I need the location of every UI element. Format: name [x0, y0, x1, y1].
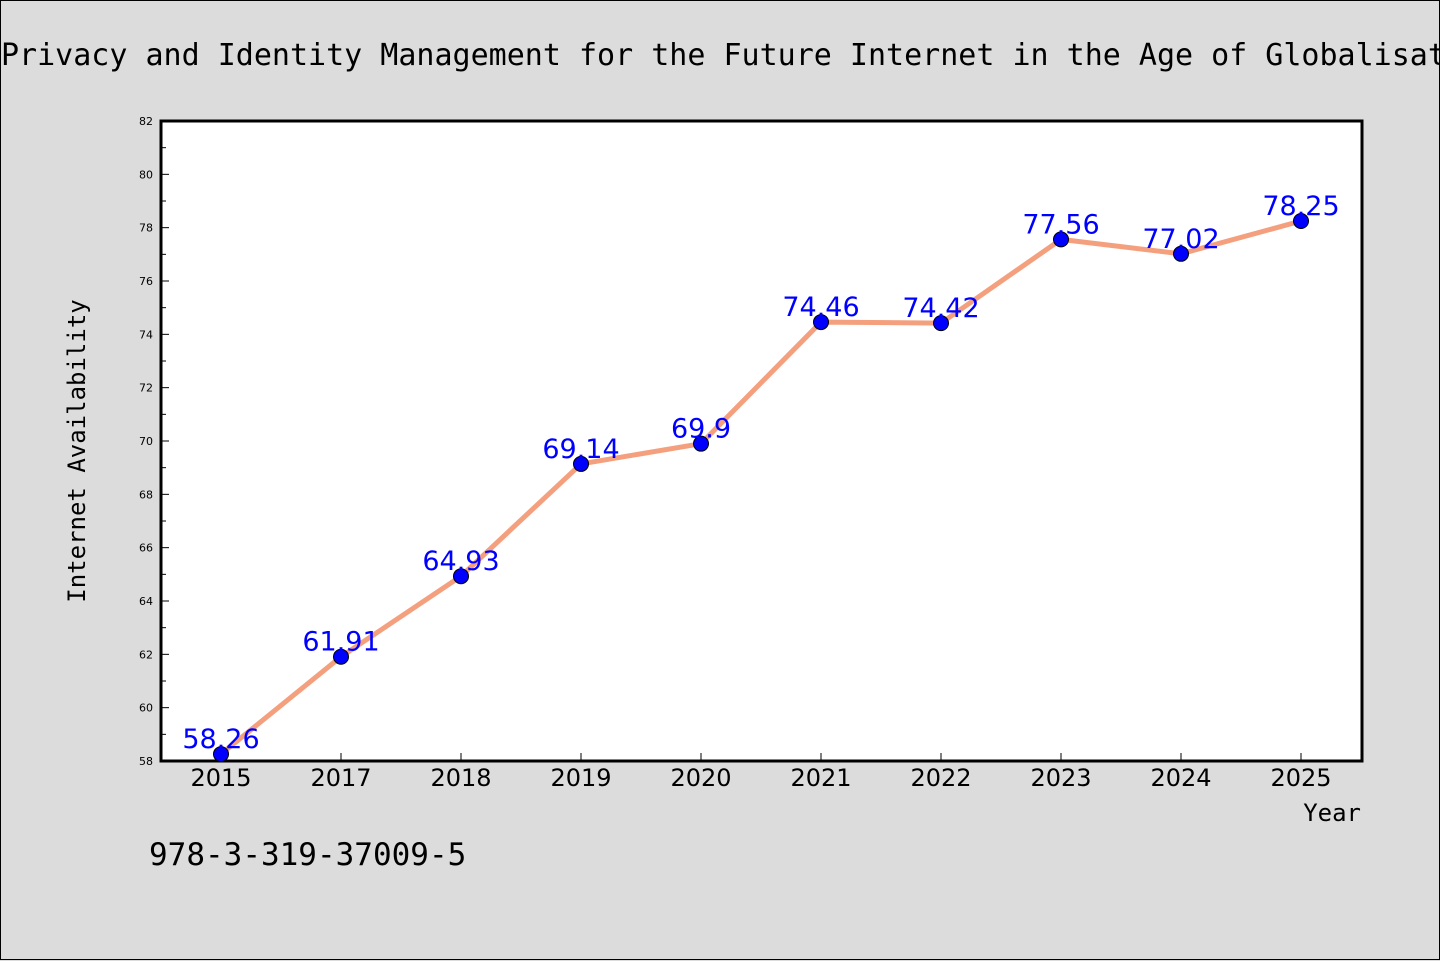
x-tick-label: 2015 — [190, 764, 251, 792]
data-point — [813, 314, 829, 331]
data-label: 77.02 — [1142, 224, 1219, 255]
data-label: 77.56 — [1022, 209, 1099, 240]
chart-title: Privacy and Identity Management for the … — [1, 38, 1440, 73]
y-tick-label: 62 — [139, 648, 153, 661]
x-axis: 2015 2017 2018 2019 2020 2021 2022 2023 2024 2025 — [190, 753, 1332, 792]
y-tick-label: 78 — [139, 222, 153, 235]
x-tick-label: 2017 — [310, 764, 371, 792]
data-label: 61.91 — [302, 627, 379, 658]
data-labels-group: 58.26 61.91 64.93 69.14 69.9 74.46 74.42 77.56 7… — [182, 191, 1339, 755]
y-tick-label: 64 — [139, 595, 153, 608]
x-tick-label: 2019 — [550, 764, 611, 792]
y-tick-label: 72 — [139, 382, 153, 395]
y-axis: 58 60 62 64 66 68 70 72 74 76 78 80 82 — [139, 115, 169, 768]
y-tick-label: 66 — [139, 542, 153, 555]
data-label: 69.14 — [542, 434, 619, 465]
x-tick-label: 2018 — [430, 764, 491, 792]
y-tick-label: 68 — [139, 488, 153, 501]
y-tick-label: 74 — [139, 328, 153, 341]
y-tick-label: 70 — [139, 435, 153, 448]
y-tick-label: 80 — [139, 168, 153, 181]
y-tick-label: 76 — [139, 275, 153, 288]
x-axis-label: Year — [1303, 799, 1361, 827]
data-point — [933, 315, 949, 332]
data-label: 74.46 — [782, 292, 859, 323]
x-tick-label: 2024 — [1150, 764, 1211, 792]
x-tick-label: 2020 — [670, 764, 731, 792]
isbn-annotation: 978-3-319-37009-5 — [149, 837, 466, 873]
data-point — [1173, 245, 1189, 262]
data-point — [1293, 213, 1309, 229]
data-point — [213, 746, 229, 763]
x-tick-label: 2025 — [1270, 764, 1331, 792]
x-tick-label: 2023 — [1030, 764, 1091, 792]
y-tick-label: 58 — [139, 755, 153, 768]
data-point — [453, 568, 469, 585]
data-point — [693, 435, 709, 452]
data-point — [573, 455, 589, 472]
data-point — [1053, 231, 1069, 248]
data-label: 78.25 — [1262, 191, 1339, 222]
series-line — [219, 218, 1302, 757]
y-axis-label: Internet Availability — [63, 299, 91, 602]
y-tick-label: 60 — [139, 702, 153, 715]
y-tick-label: 82 — [139, 115, 153, 128]
data-label: 74.42 — [902, 293, 979, 324]
data-label: 58.26 — [182, 724, 259, 755]
data-label: 69.9 — [671, 414, 731, 445]
data-point — [333, 648, 349, 665]
plot-area — [159, 119, 1364, 763]
data-label: 64.93 — [422, 546, 499, 577]
x-tick-label: 2022 — [910, 764, 971, 792]
series-line-group — [213, 213, 1309, 763]
x-tick-label: 2021 — [790, 764, 851, 792]
